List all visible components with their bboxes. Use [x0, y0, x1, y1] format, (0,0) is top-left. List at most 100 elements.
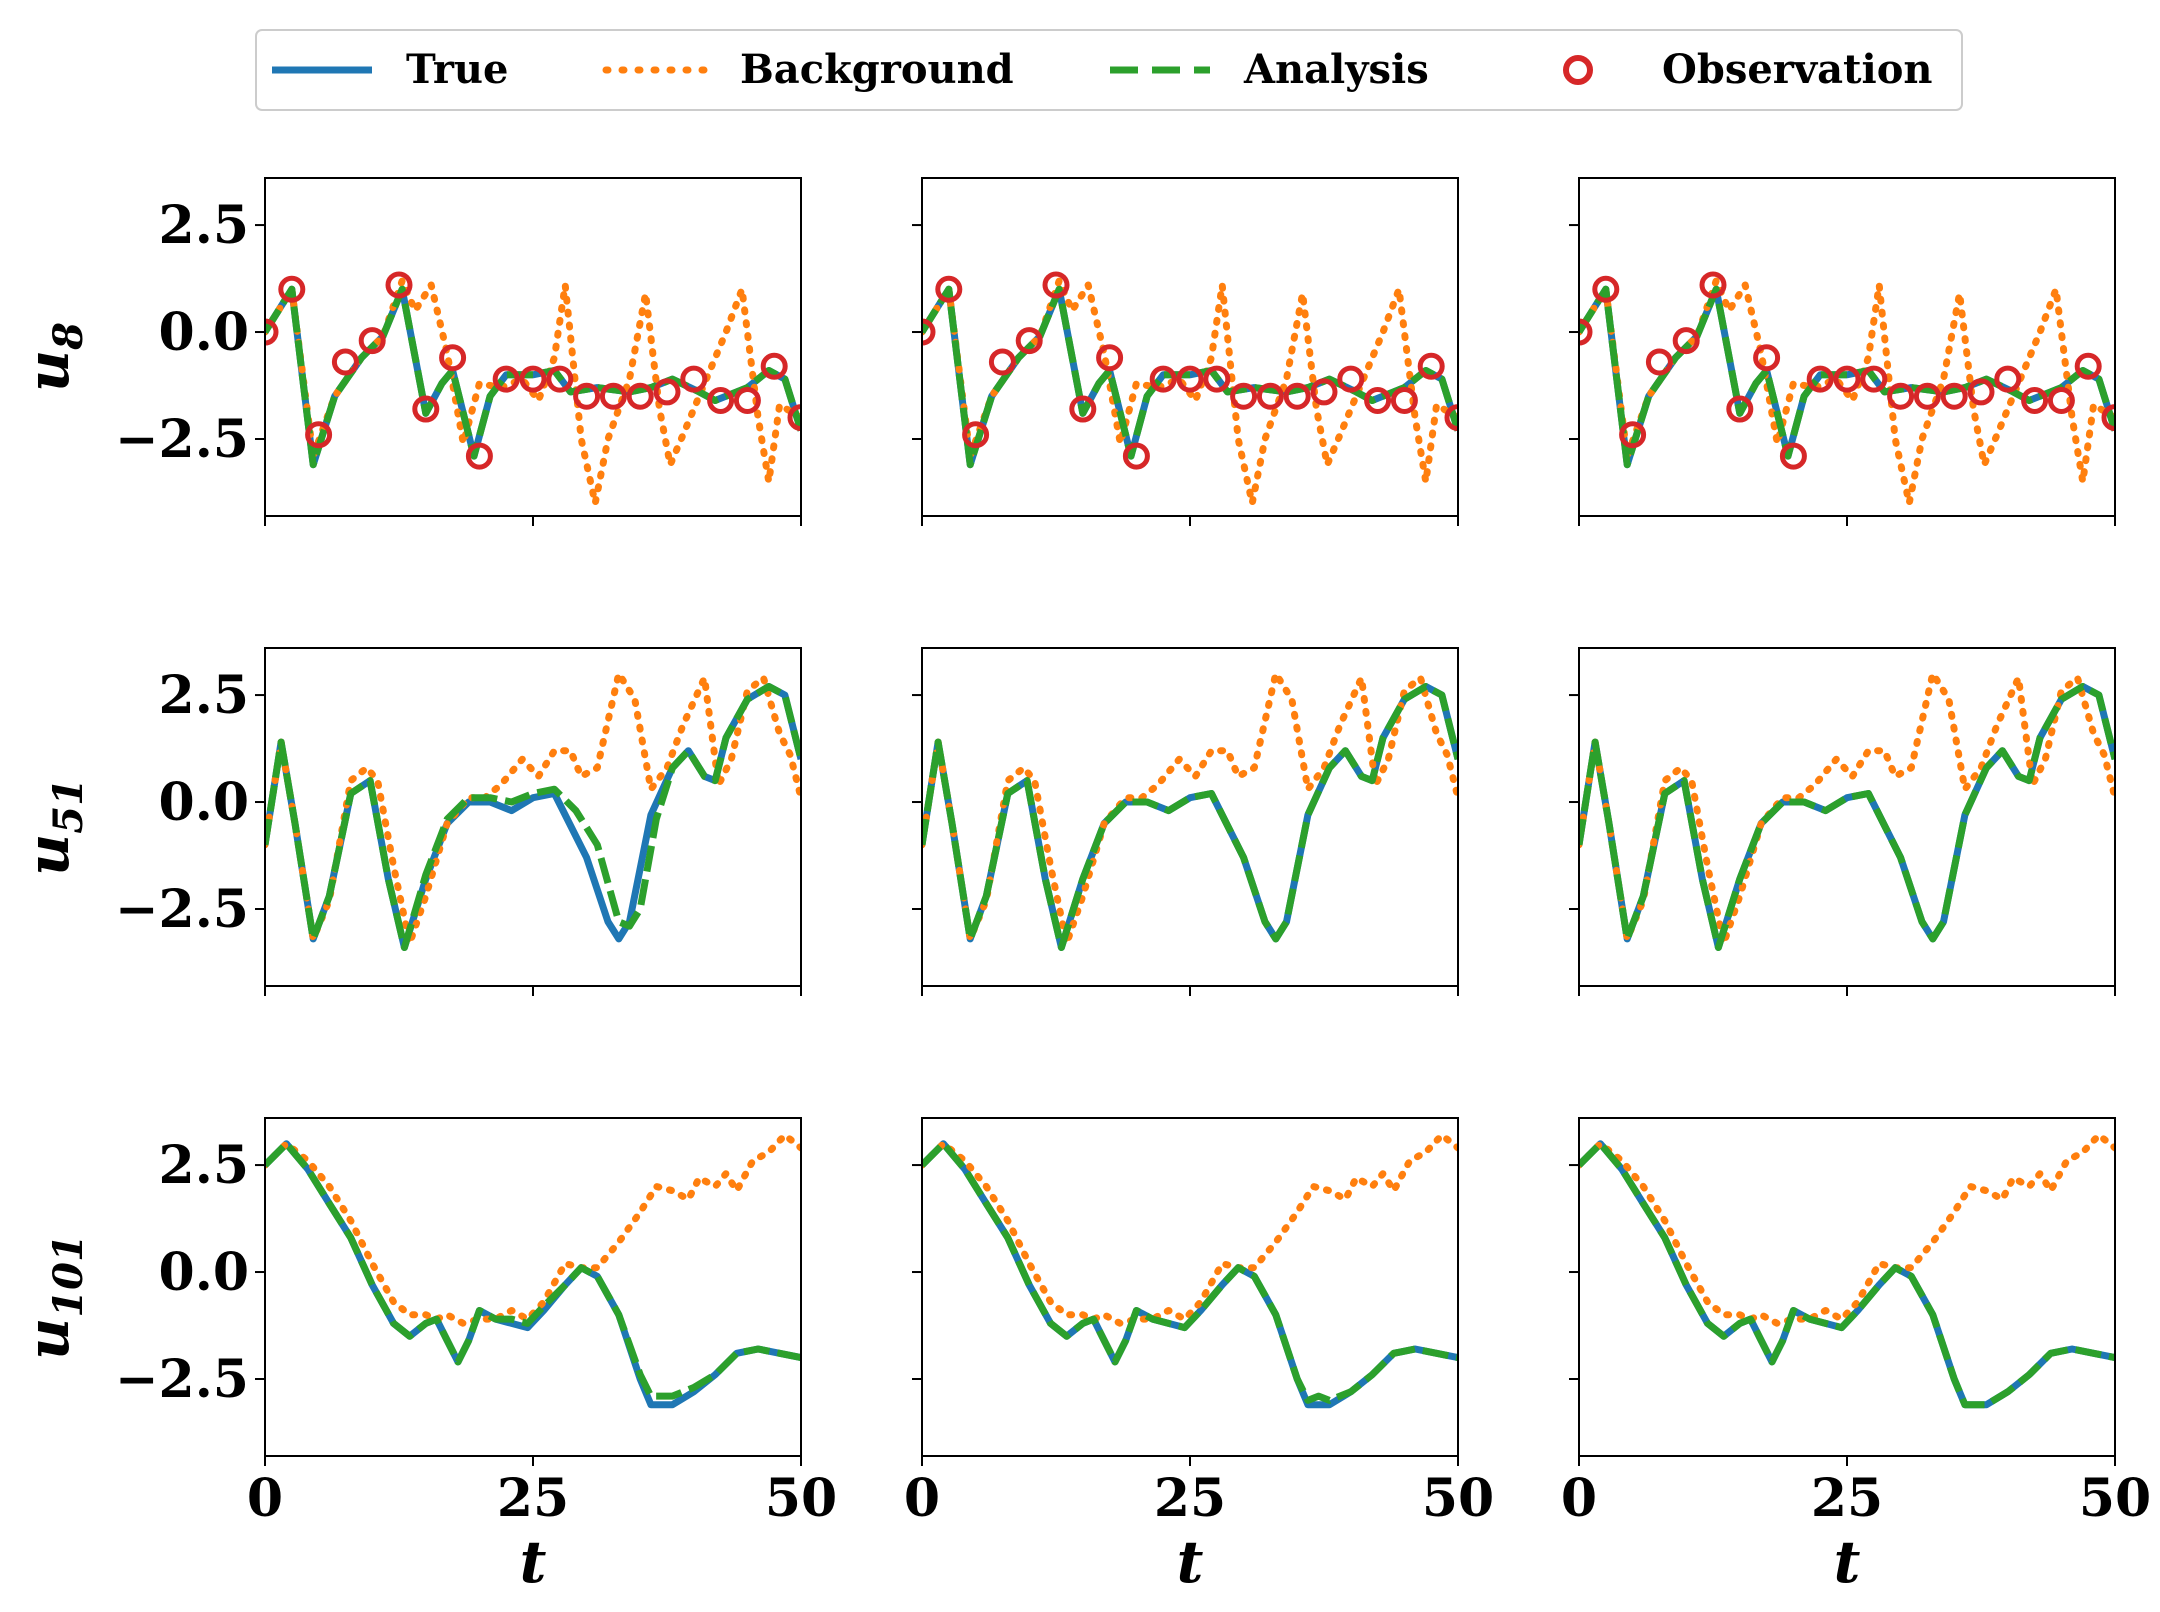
observation-point — [1753, 344, 1781, 372]
x-tick-label: 50 — [1422, 1468, 1494, 1529]
y-axis-label: u51 — [14, 778, 92, 876]
y-axis-label-base: u — [14, 834, 82, 876]
analysis-line — [1579, 285, 2115, 469]
observation-point — [1592, 275, 1620, 303]
observation-point — [680, 365, 708, 393]
legend-observation-label: Observation — [1662, 46, 1932, 93]
observation-point — [1364, 386, 1392, 414]
axes-frame — [1578, 177, 2116, 517]
observation-point — [1149, 365, 1177, 393]
observation-point — [1417, 352, 1445, 380]
plot-area — [265, 670, 801, 951]
analysis-line — [922, 1140, 1458, 1404]
observation-point — [385, 271, 413, 299]
plot-area — [922, 1131, 1458, 1409]
observation-point — [1176, 365, 1204, 393]
panel-r1-c3 — [1569, 177, 2116, 526]
observation-point — [265, 318, 279, 346]
y-tick-label: 2.5 — [159, 1135, 249, 1196]
observation-point — [358, 327, 386, 355]
observation-point — [412, 395, 440, 423]
observation-point — [546, 365, 574, 393]
observation-point — [519, 365, 547, 393]
plot-area — [1579, 271, 2115, 507]
y-tick-label: 0.0 — [159, 302, 249, 363]
observation-point — [1967, 378, 1995, 406]
x-axis-label: t — [1177, 1528, 1204, 1596]
observation-point — [1069, 395, 1097, 423]
observation-point — [1096, 344, 1124, 372]
observation-point — [573, 382, 601, 410]
observation-point — [988, 348, 1016, 376]
plot-area — [265, 271, 801, 507]
observation-point — [1619, 421, 1647, 449]
x-axis-label: t — [520, 1528, 547, 1596]
observation-point — [787, 404, 801, 432]
y-axis-label-base: u — [14, 350, 82, 392]
background-line — [922, 1131, 1458, 1327]
background-line — [265, 670, 801, 947]
background-line — [265, 1131, 801, 1327]
observation-point — [2101, 404, 2115, 432]
y-axis-label-subscript: 51 — [45, 778, 92, 834]
observation-point — [1310, 378, 1338, 406]
observation-point — [707, 386, 735, 414]
background-line — [1579, 1131, 2115, 1327]
analysis-line — [265, 1140, 801, 1400]
x-tick-label: 25 — [1811, 1468, 1883, 1529]
analysis-line — [922, 683, 1458, 951]
x-tick-label: 0 — [904, 1468, 940, 1529]
axes-frame — [264, 1117, 802, 1457]
observation-point — [599, 382, 627, 410]
observation-point — [492, 365, 520, 393]
observation-point — [1283, 382, 1311, 410]
observation-point — [1230, 382, 1258, 410]
y-axis-label: u101 — [14, 1234, 92, 1360]
panel-r3-c1: 2.5 0.0 −2.5 0 25 50 t u101 — [14, 1117, 837, 1596]
observation-point — [760, 352, 788, 380]
observation-point — [626, 382, 654, 410]
y-axis-label-subscript: 8 — [45, 322, 92, 351]
observation-point — [1806, 365, 1834, 393]
observation-point — [305, 421, 333, 449]
observation-point — [1337, 365, 1365, 393]
observation-point — [278, 275, 306, 303]
legend-analysis-label: Analysis — [1243, 46, 1429, 93]
observation-point — [1203, 365, 1231, 393]
x-tick-label: 0 — [247, 1468, 283, 1529]
y-axis-label: u8 — [14, 322, 92, 392]
y-axis-label-base: u — [14, 1318, 82, 1360]
x-tick-label: 0 — [1561, 1468, 1597, 1529]
observation-point — [439, 344, 467, 372]
observation-point — [962, 421, 990, 449]
y-axis-label-subscript: 101 — [45, 1234, 92, 1318]
observation-point — [465, 442, 493, 470]
observation-point — [922, 318, 936, 346]
observation-point — [1887, 382, 1915, 410]
observation-point — [1726, 395, 1754, 423]
legend-observation-swatch — [1563, 55, 1593, 85]
plot-area — [922, 271, 1458, 507]
panel-r3-c3: 0 25 50 t — [1561, 1117, 2151, 1596]
observation-point — [2021, 386, 2049, 414]
analysis-line — [265, 683, 801, 951]
observation-point — [935, 275, 963, 303]
analysis-line — [1579, 683, 2115, 951]
y-tick-label: 2.5 — [159, 665, 249, 726]
observation-point — [1256, 382, 1284, 410]
x-tick-label: 50 — [2079, 1468, 2151, 1529]
observation-point — [1390, 386, 1418, 414]
axes-frame — [1578, 1117, 2116, 1457]
legend-frame — [255, 29, 1963, 111]
y-tick-label: 0.0 — [159, 772, 249, 833]
background-line — [922, 670, 1458, 947]
legend-true-label: True — [406, 46, 508, 93]
y-tick-label: 0.0 — [159, 1242, 249, 1303]
observation-point — [1779, 442, 1807, 470]
observation-point — [1015, 327, 1043, 355]
panel-r2-c2 — [912, 647, 1459, 996]
observation-point — [1444, 404, 1458, 432]
legend: True Background Analysis Observation — [255, 29, 1963, 111]
